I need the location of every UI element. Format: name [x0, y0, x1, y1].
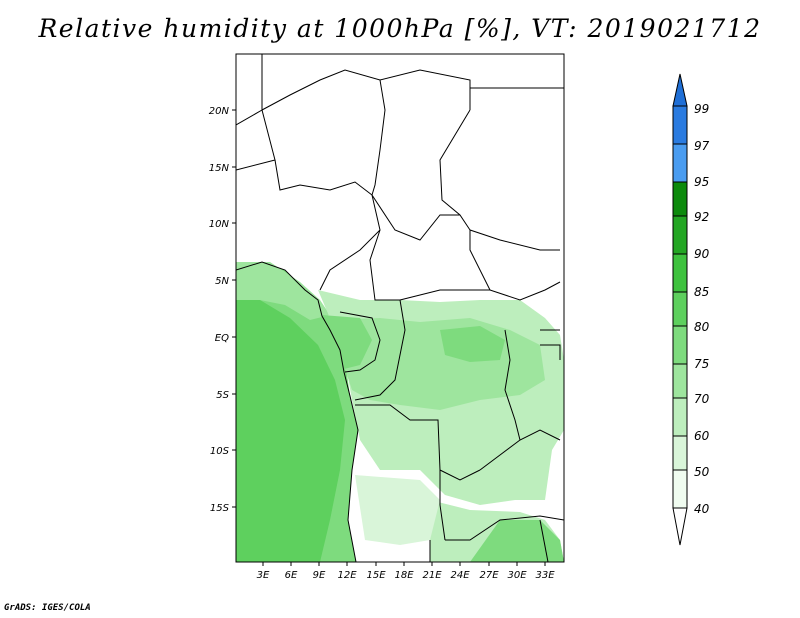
- lon-label: 30E: [507, 570, 527, 581]
- colorbar-segment: [672, 469, 688, 509]
- lon-label: 33E: [535, 570, 555, 581]
- colorbar-segment: [672, 363, 688, 399]
- lon-label: 27E: [479, 570, 499, 581]
- lon-label: 3E: [257, 570, 270, 581]
- colorbar-segment: [672, 143, 688, 183]
- colorbar-segment: [672, 181, 688, 217]
- lat-label: 10S: [210, 446, 230, 457]
- lon-label: 21E: [422, 570, 442, 581]
- humidity-region-southeast: [470, 520, 564, 562]
- lat-label: EQ: [215, 333, 229, 344]
- lon-ticks: [262, 562, 546, 566]
- colorbar-segment: [672, 291, 688, 327]
- lon-label: 9E: [313, 570, 326, 581]
- grads-credit: GrADS: IGES/COLA: [4, 603, 91, 613]
- colorbar-label: 85: [694, 285, 709, 299]
- humidity-region-gulf: [236, 262, 330, 320]
- lat-ticks: [232, 109, 236, 508]
- lat-label: 5S: [216, 390, 229, 401]
- lat-label: 5N: [215, 276, 229, 287]
- lat-label: 15N: [209, 163, 230, 174]
- lon-label: 18E: [394, 570, 414, 581]
- map-title: Relative humidity at 1000hPa [%], VT: 20…: [38, 14, 762, 43]
- colorbar-segment: [672, 215, 688, 255]
- colorbar-label: 50: [694, 465, 710, 479]
- lat-labels: 20N 15N 10N 5N EQ 5S 10S 15S: [209, 106, 230, 514]
- colorbar-label: 92: [694, 210, 709, 224]
- humidity-region-dry-south: [355, 475, 440, 545]
- lon-label: 15E: [366, 570, 386, 581]
- lon-labels: 3E 6E 9E 12E 15E 18E 21E 24E 27E 30E 33E: [257, 570, 556, 581]
- colorbar-top-arrow: [672, 73, 688, 107]
- colorbar-bottom-arrow: [672, 507, 688, 546]
- lat-label: 20N: [209, 106, 230, 117]
- colorbar-label: 70: [694, 392, 710, 406]
- lat-label: 15S: [210, 503, 230, 514]
- colorbar-label: 97: [694, 139, 710, 153]
- lat-label: 10N: [209, 219, 230, 230]
- lon-label: 24E: [450, 570, 470, 581]
- colorbar-label: 99: [694, 102, 709, 116]
- lon-label: 12E: [337, 570, 357, 581]
- colorbar-label: 90: [694, 247, 710, 261]
- country-borders: [236, 54, 564, 562]
- humidity-region-gabon: [322, 315, 372, 370]
- colorbar-label: 60: [694, 429, 710, 443]
- humidity-region-congo-core: [440, 326, 505, 362]
- colorbar-segment: [672, 435, 688, 471]
- lon-label: 6E: [285, 570, 298, 581]
- colorbar-label: 75: [694, 357, 709, 371]
- colorbar-label: 40: [694, 502, 710, 516]
- map-frame: [235, 53, 565, 563]
- humidity-field: [236, 262, 564, 562]
- colorbar-label: 95: [694, 175, 709, 189]
- colorbar-segment: [672, 105, 688, 145]
- colorbar: 99 97 95 92 90 85 80 75 70 60 50 40: [672, 73, 710, 546]
- colorbar-segment: [672, 253, 688, 293]
- humidity-region-atlantic-core: [236, 300, 345, 562]
- colorbar-segment: [672, 325, 688, 365]
- colorbar-segment: [672, 397, 688, 437]
- colorbar-label: 80: [694, 320, 710, 334]
